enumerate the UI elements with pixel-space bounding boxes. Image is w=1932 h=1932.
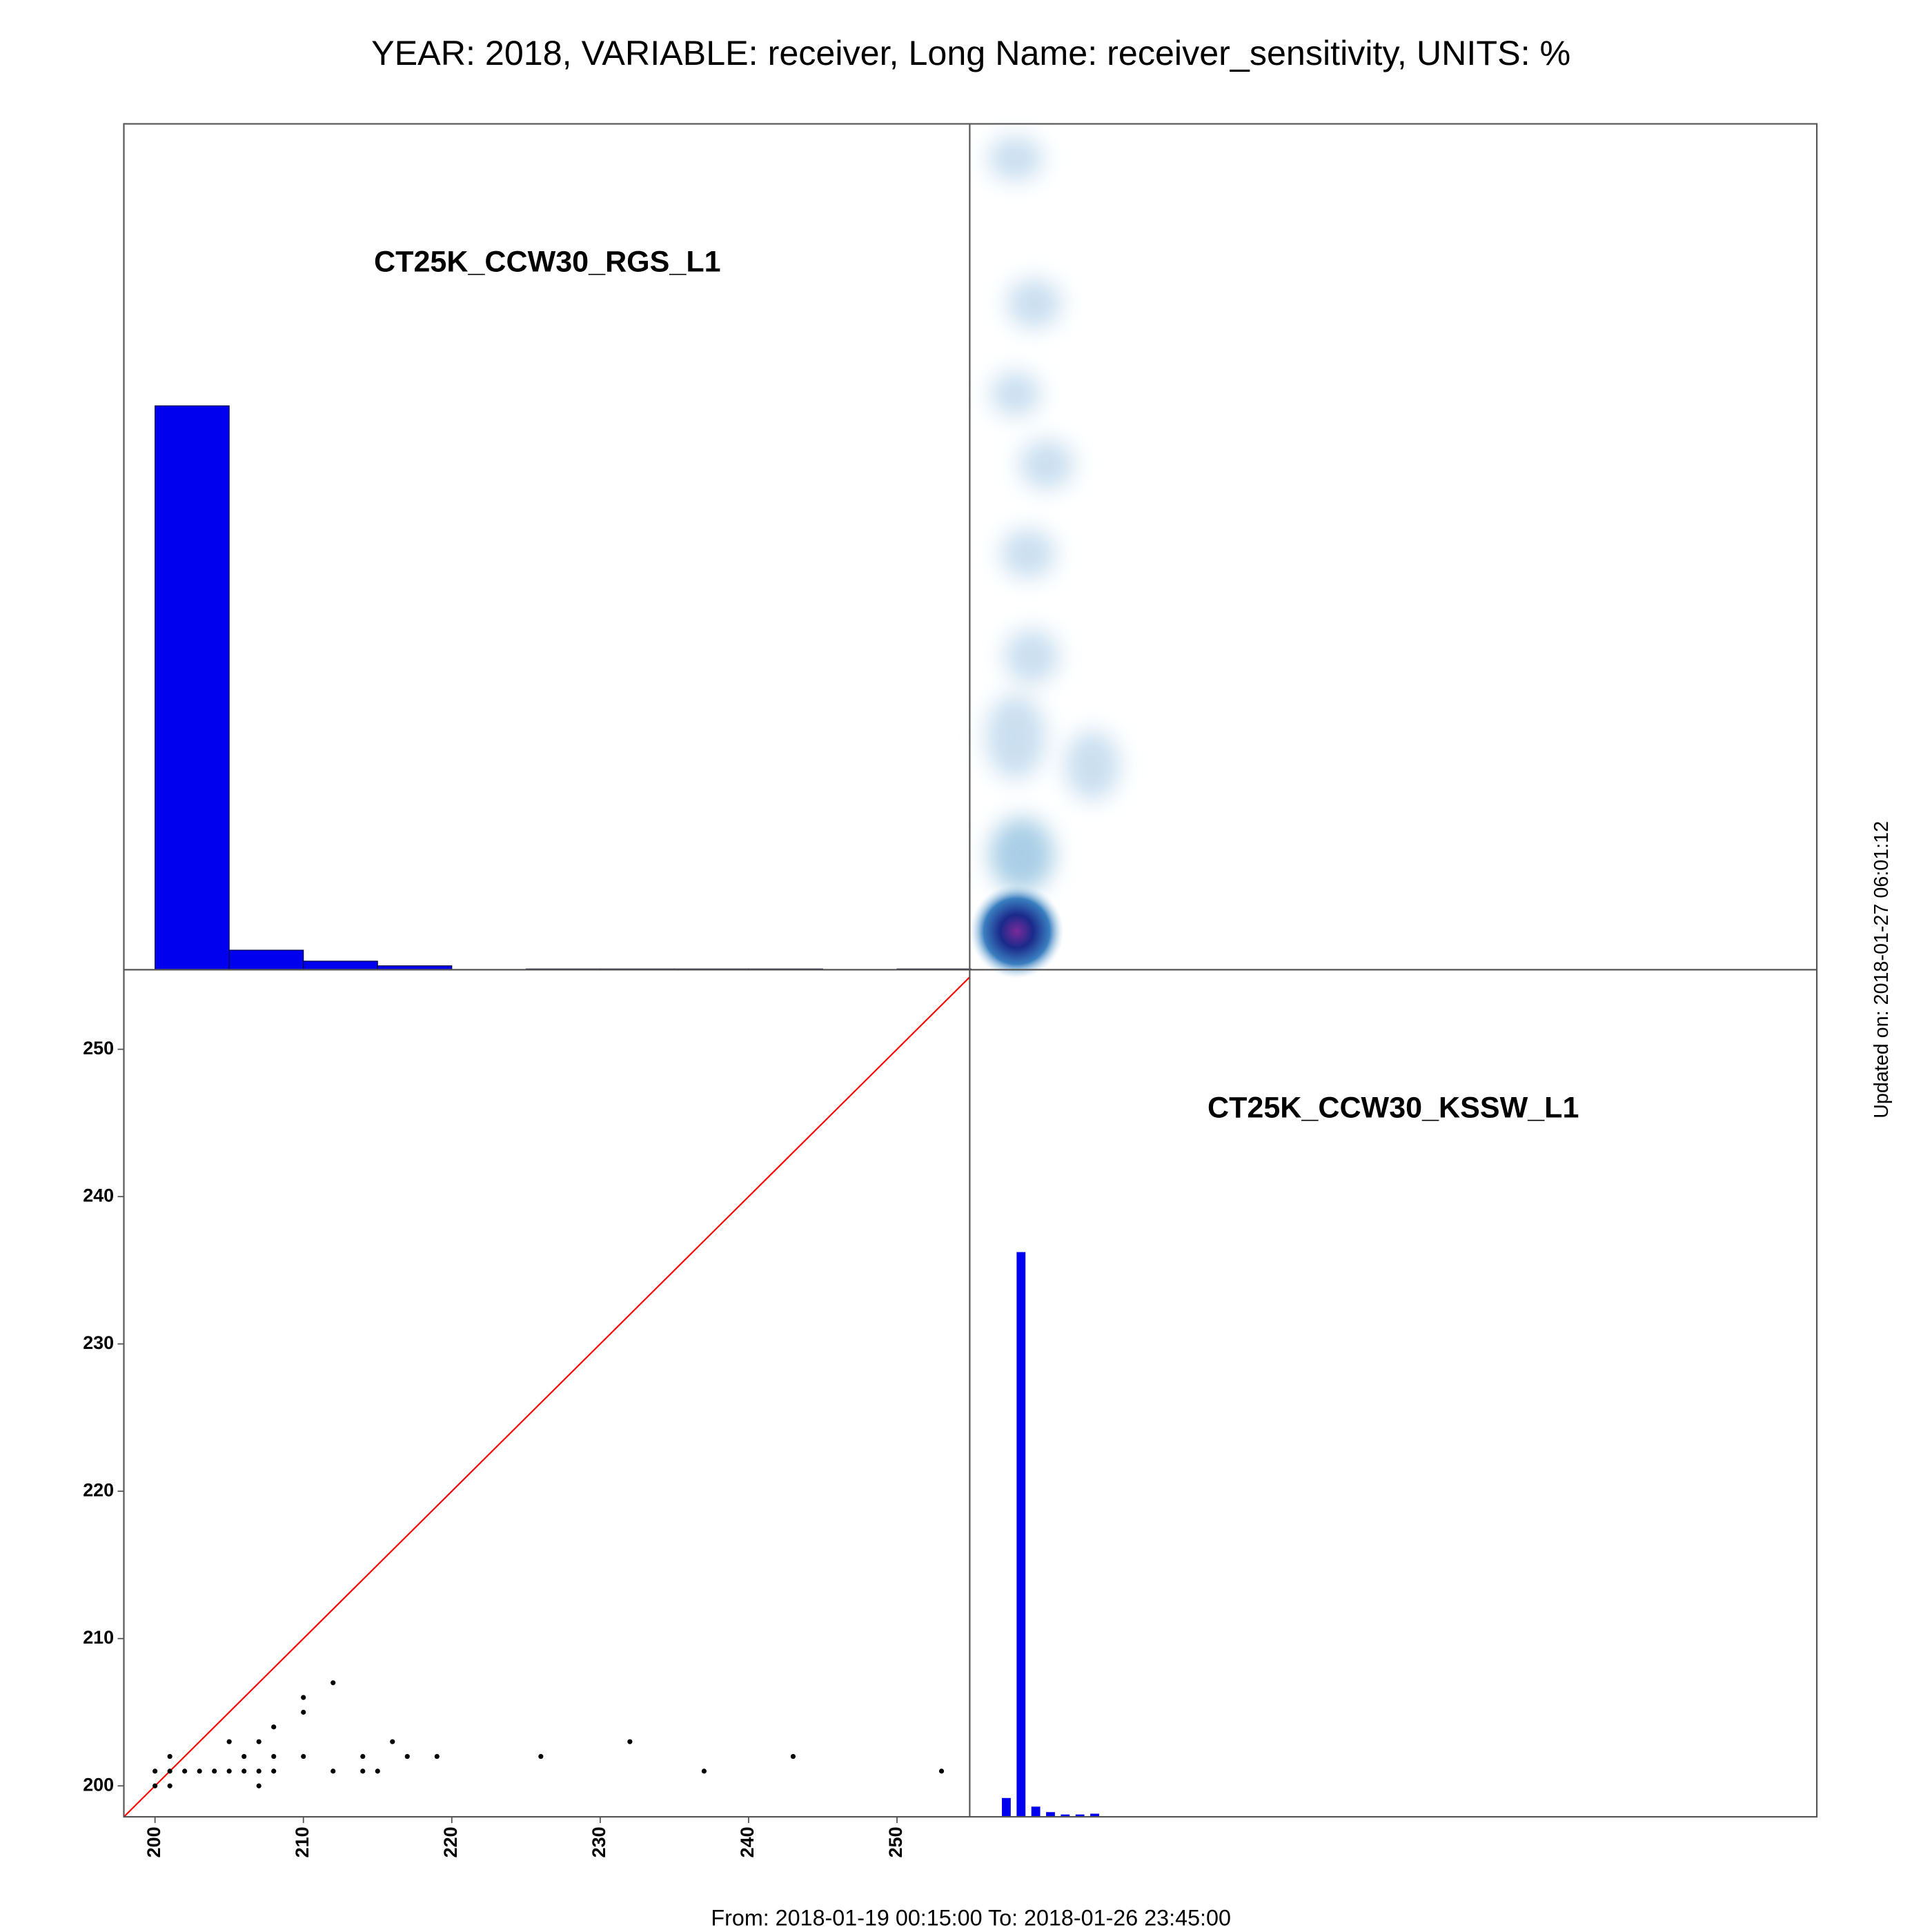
point bbox=[390, 1739, 395, 1744]
point bbox=[331, 1768, 336, 1774]
density-blob bbox=[1000, 529, 1056, 579]
point bbox=[256, 1783, 262, 1788]
point bbox=[256, 1739, 262, 1744]
density-blob bbox=[990, 371, 1041, 417]
x-tick-label: 220 bbox=[440, 1826, 461, 1857]
point bbox=[241, 1768, 247, 1774]
point bbox=[182, 1768, 188, 1774]
panel-title: CT25K_CCW30_KSSW_L1 bbox=[1208, 1092, 1579, 1125]
point bbox=[301, 1695, 306, 1700]
point bbox=[360, 1753, 366, 1759]
density-blob bbox=[989, 817, 1054, 892]
x-tick-label: 240 bbox=[737, 1826, 758, 1857]
point bbox=[167, 1783, 172, 1788]
point bbox=[301, 1709, 306, 1715]
point bbox=[301, 1753, 306, 1759]
density-blob bbox=[1019, 440, 1074, 489]
point bbox=[271, 1724, 277, 1730]
point bbox=[938, 1768, 945, 1774]
density-blob bbox=[1007, 278, 1062, 328]
density bbox=[985, 136, 1120, 892]
point bbox=[226, 1739, 232, 1744]
point bbox=[256, 1768, 262, 1774]
bar bbox=[1061, 1814, 1070, 1817]
point bbox=[197, 1768, 202, 1774]
point bbox=[212, 1768, 217, 1774]
x-tick-label: 230 bbox=[589, 1826, 609, 1857]
identity-line bbox=[123, 976, 971, 1817]
bar bbox=[303, 960, 378, 970]
point bbox=[152, 1783, 158, 1788]
density-blob bbox=[988, 136, 1043, 181]
point bbox=[241, 1753, 247, 1759]
density-blob bbox=[1004, 629, 1059, 684]
frame bbox=[123, 123, 1818, 1818]
x-tick-label: 200 bbox=[144, 1826, 164, 1857]
point bbox=[375, 1768, 380, 1774]
bar bbox=[1075, 1814, 1085, 1817]
y-tick-label: 200 bbox=[83, 1774, 114, 1795]
point bbox=[360, 1768, 366, 1774]
bar bbox=[1046, 1812, 1055, 1817]
density-blob bbox=[1065, 730, 1120, 800]
point bbox=[701, 1768, 707, 1774]
bar bbox=[228, 949, 304, 970]
chart-title: YEAR: 2018, VARIABLE: receiver, Long Nam… bbox=[371, 34, 1570, 72]
x-tick-label: 250 bbox=[885, 1826, 906, 1857]
x-tick-label: 210 bbox=[292, 1826, 313, 1857]
bar bbox=[1002, 1797, 1011, 1817]
point bbox=[152, 1768, 158, 1774]
y-tick-label: 240 bbox=[83, 1185, 114, 1205]
density-core bbox=[969, 884, 1064, 978]
point bbox=[790, 1753, 796, 1759]
point bbox=[404, 1753, 410, 1759]
point bbox=[167, 1768, 172, 1774]
plot-area: CT25K_CCW30_RGS_L1 200 210 220 230 240 250 200 2… bbox=[83, 246, 1579, 1858]
bar bbox=[155, 405, 230, 970]
updated-note: Updated on: 2018-01-27 06:01:12 bbox=[1871, 821, 1893, 1118]
y-tick-label: 230 bbox=[83, 1332, 114, 1353]
point bbox=[167, 1753, 172, 1759]
bar bbox=[1031, 1806, 1041, 1817]
point bbox=[331, 1680, 336, 1686]
point bbox=[434, 1753, 440, 1759]
y-tick-label: 250 bbox=[83, 1038, 114, 1058]
panel-title: CT25K_CCW30_RGS_L1 bbox=[374, 246, 721, 279]
point bbox=[271, 1753, 277, 1759]
point bbox=[271, 1768, 277, 1774]
footer: From: 2018-01-19 00:15:00 To: 2018-01-26… bbox=[711, 1906, 1231, 1931]
point bbox=[226, 1768, 232, 1774]
point bbox=[627, 1739, 633, 1744]
density-blob bbox=[985, 694, 1045, 779]
bar bbox=[1090, 1813, 1099, 1817]
bar bbox=[1016, 1252, 1026, 1817]
y-tick-label: 220 bbox=[83, 1479, 114, 1500]
y-tick-label: 210 bbox=[83, 1627, 114, 1648]
point bbox=[538, 1753, 544, 1759]
